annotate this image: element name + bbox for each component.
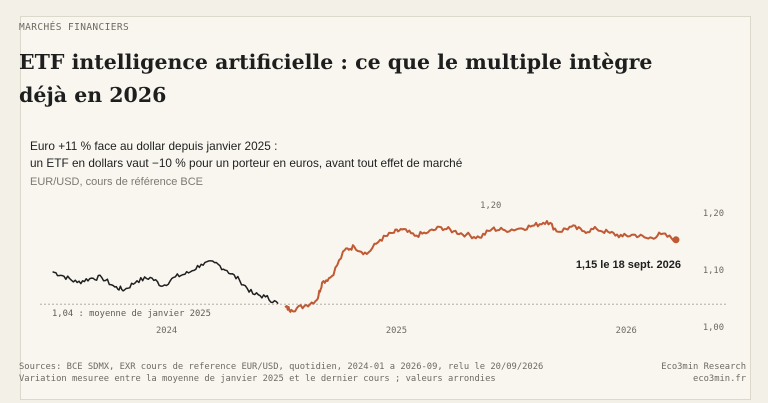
brand-name: Eco3min Research	[661, 362, 746, 372]
brand-credit: Eco3min Research eco3min.fr	[661, 362, 746, 385]
chart-subtitle: Euro +11 % face au dollar depuis janvier…	[30, 138, 550, 172]
x-tick-label: 2026	[616, 326, 637, 336]
peak-annotation: 1,20	[480, 201, 501, 211]
source-note: Sources: BCE SDMX, EXR cours de referenc…	[19, 362, 543, 385]
brand-url: eco3min.fr	[693, 373, 746, 384]
reference-line-label: 1,04 : moyenne de janvier 2025	[52, 309, 211, 319]
section-kicker: MARCHÉS FINANCIERS	[19, 22, 130, 33]
source-line-1: Sources: BCE SDMX, EXR cours de referenc…	[19, 362, 544, 372]
chart-subtitle-line2: un ETF en dollars vaut −10 % pour un por…	[30, 156, 463, 170]
series-line-2024	[52, 260, 279, 305]
last-value-marker	[672, 236, 680, 244]
y-tick-label: 1,10	[703, 266, 724, 276]
y-tick-label: 1,00	[703, 323, 724, 333]
chart-subtitle-line1: Euro +11 % face au dollar depuis janvier…	[30, 139, 278, 153]
series-line-2025-2026	[284, 220, 677, 313]
page-title: ETF intelligence artificielle : ce que l…	[19, 50, 653, 107]
x-tick-label: 2024	[156, 326, 177, 336]
source-line-2: Variation mesuree entre la moyenne de ja…	[19, 373, 496, 384]
last-value-annotation: 1,15 le 18 sept. 2026	[576, 259, 681, 271]
chart-unit-label: EUR/USD, cours de référence BCE	[30, 176, 204, 188]
x-tick-label: 2025	[386, 326, 407, 336]
y-tick-label: 1,20	[703, 209, 724, 219]
article-card	[20, 16, 751, 400]
